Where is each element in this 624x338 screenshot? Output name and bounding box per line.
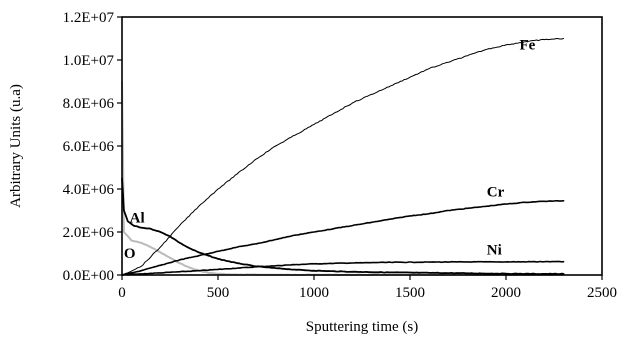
y-tick-label: 6.0E+06 bbox=[63, 139, 115, 155]
series-labels: Fe Cr Ni Al O bbox=[124, 37, 536, 262]
series-label-fe: Fe bbox=[519, 37, 535, 53]
y-tick-label: 2.0E+06 bbox=[63, 225, 115, 241]
y-tick-label: 0.0E+00 bbox=[63, 268, 114, 284]
series-label-al: Al bbox=[130, 210, 145, 226]
y-axis-title: Arbitrary Units (u.a) bbox=[8, 84, 24, 208]
y-tick-label: 1.0E+07 bbox=[63, 53, 115, 69]
series-line-ni bbox=[121, 260, 565, 276]
y-tick-label: 8.0E+06 bbox=[63, 96, 115, 112]
plot-frame bbox=[121, 16, 603, 276]
y-tick-label: 4.0E+06 bbox=[63, 182, 115, 198]
series-label-o: O bbox=[124, 246, 136, 262]
y-axis: 0.0E+00 2.0E+06 4.0E+06 6.0E+06 8.0E+06 1.0E+… bbox=[63, 10, 122, 284]
x-tick-label: 0 bbox=[118, 285, 126, 301]
series-label-cr: Cr bbox=[487, 185, 505, 201]
x-tick-label: 500 bbox=[207, 285, 230, 301]
series-line-cr bbox=[121, 200, 565, 276]
x-tick-label: 2500 bbox=[587, 285, 617, 301]
plot-lines bbox=[121, 38, 565, 276]
x-tick-label: 1000 bbox=[299, 285, 329, 301]
series-line-fe bbox=[121, 38, 565, 276]
y-tick-label: 1.2E+07 bbox=[63, 10, 115, 26]
x-tick-label: 1500 bbox=[395, 285, 425, 301]
axes bbox=[121, 16, 603, 276]
series-label-ni: Ni bbox=[487, 243, 502, 259]
x-axis-title: Sputtering time (s) bbox=[306, 319, 419, 335]
x-axis: 0 500 1000 1500 2000 2500 bbox=[118, 275, 617, 301]
x-tick-label: 2000 bbox=[491, 285, 521, 301]
series-line-al bbox=[121, 177, 565, 275]
